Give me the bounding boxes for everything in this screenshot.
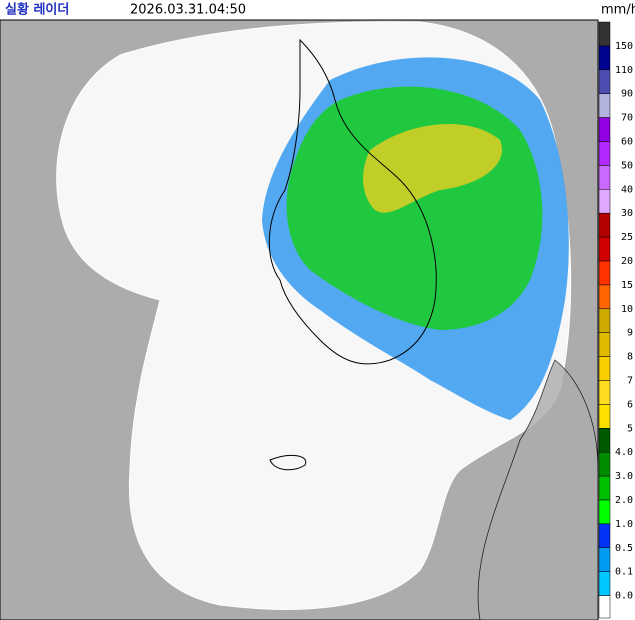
legend-label: 4.0 bbox=[615, 447, 633, 458]
legend-swatch bbox=[598, 260, 611, 286]
legend-label: 30 bbox=[621, 208, 633, 219]
header-bar bbox=[0, 0, 635, 20]
legend-swatch bbox=[598, 547, 611, 572]
legend-label: 3.0 bbox=[615, 471, 633, 482]
timestamp: 2026.03.31.04:50 bbox=[130, 3, 246, 18]
legend-swatch bbox=[598, 404, 611, 429]
legend-swatch bbox=[598, 236, 611, 262]
legend-swatch bbox=[598, 45, 611, 71]
legend-swatch bbox=[598, 93, 611, 118]
legend-swatch bbox=[598, 451, 611, 477]
legend-swatch bbox=[598, 141, 611, 166]
legend-label: 5 bbox=[627, 423, 633, 434]
legend-swatch bbox=[598, 308, 611, 333]
legend-swatch bbox=[598, 165, 611, 190]
legend-swatch bbox=[598, 21, 611, 47]
legend-label: 70 bbox=[621, 113, 633, 124]
legend-label: 150 bbox=[615, 41, 633, 52]
legend-swatch bbox=[598, 571, 611, 596]
map bbox=[0, 19, 599, 620]
island bbox=[269, 454, 307, 471]
legend-swatch bbox=[598, 117, 611, 142]
legend-swatch bbox=[598, 380, 611, 405]
legend-label: 50 bbox=[621, 160, 633, 171]
legend-swatch bbox=[598, 428, 611, 453]
unit: mm/h bbox=[601, 3, 635, 18]
legend-label: 0.1 bbox=[615, 567, 633, 578]
legend-label: 1.0 bbox=[615, 519, 633, 530]
legend-swatch bbox=[598, 332, 611, 357]
legend-label: 2.0 bbox=[615, 495, 633, 506]
legend-label: 9 bbox=[627, 328, 633, 339]
legend-label: 110 bbox=[615, 65, 633, 76]
legend-swatch bbox=[598, 69, 611, 94]
legend-label: 25 bbox=[621, 232, 633, 243]
legend-label: 60 bbox=[621, 137, 633, 148]
legend-label: 20 bbox=[621, 256, 633, 267]
legend-label: 10 bbox=[621, 304, 633, 315]
legend-label: 15 bbox=[621, 280, 633, 291]
precip-heavy bbox=[363, 123, 502, 213]
legend-label: 40 bbox=[621, 184, 633, 195]
legend-swatch bbox=[598, 356, 611, 381]
legend-swatch bbox=[598, 189, 611, 214]
legend-swatch bbox=[598, 212, 611, 238]
legend-swatch bbox=[598, 499, 611, 525]
legend: 150 110 90 70 60 50 40 30 25 20 15 10 9 8 7 6 5 4.0 3.0 2.0… bbox=[598, 21, 633, 619]
land bbox=[477, 359, 599, 620]
title: 실황 레이더 bbox=[5, 2, 69, 18]
legend-label: 7 bbox=[627, 376, 633, 387]
legend-swatch bbox=[598, 284, 611, 310]
legend-label: 6 bbox=[627, 399, 633, 410]
coastline bbox=[268, 38, 437, 365]
legend-swatch bbox=[598, 523, 611, 549]
legend-label: 0.0 bbox=[615, 591, 633, 602]
legend-swatch bbox=[598, 595, 611, 619]
legend-label: 8 bbox=[627, 352, 633, 363]
legend-label: 90 bbox=[621, 89, 633, 100]
legend-swatch bbox=[598, 475, 611, 501]
legend-label: 0.5 bbox=[615, 543, 633, 554]
